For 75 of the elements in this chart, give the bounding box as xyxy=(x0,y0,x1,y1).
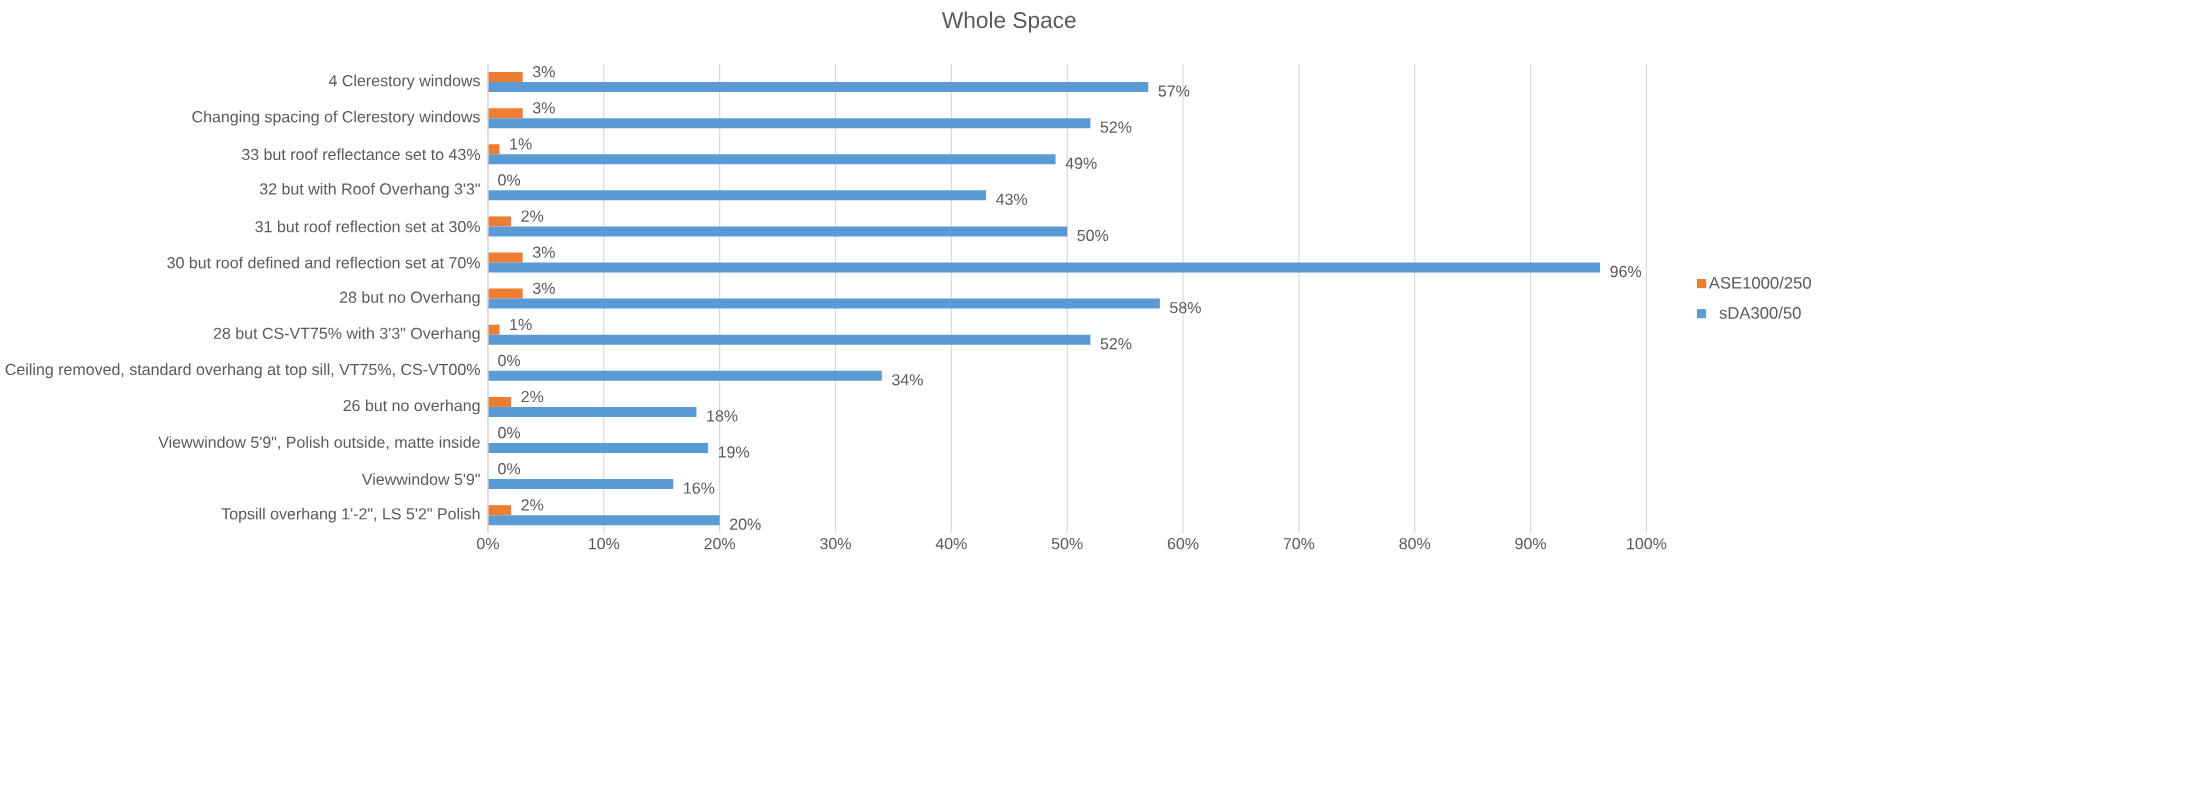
y-tick-label: Topsill overhang 1'-2", LS 5'2" Polish xyxy=(221,507,480,523)
data-label: 18% xyxy=(707,410,738,422)
y-tick-label: 4 Clerestory windows xyxy=(328,74,480,90)
bar xyxy=(487,479,674,490)
legend-label: ASE1000/250 xyxy=(1708,276,1811,289)
data-label: 58% xyxy=(1170,301,1201,314)
x-tick-label: 20% xyxy=(704,537,736,550)
bar xyxy=(487,442,709,453)
bar xyxy=(487,262,1601,273)
x-tick-label: 70% xyxy=(1283,537,1315,550)
data-label: 50% xyxy=(1077,229,1109,241)
y-tick-label: Viewwindow 5'9" xyxy=(361,473,480,485)
bar xyxy=(487,71,523,82)
y-tick-label: Viewwindow 5'9", Polish outside, matte inside xyxy=(158,436,480,450)
bar xyxy=(487,252,523,263)
x-tick-label: 80% xyxy=(1399,537,1431,550)
x-tick-label: 60% xyxy=(1167,537,1199,550)
data-label: 52% xyxy=(1100,337,1132,350)
data-label: 2% xyxy=(521,390,544,403)
data-label: 43% xyxy=(996,193,1028,205)
x-tick-label: 0% xyxy=(477,537,499,550)
data-label: 3% xyxy=(532,102,555,114)
y-tick-label: 28 but CS-VT75% with 3'3" Overhang xyxy=(213,327,480,343)
data-label: 16% xyxy=(684,482,715,494)
bar xyxy=(487,370,882,381)
data-label: 0% xyxy=(498,463,521,475)
legend-label: sDA300/50 xyxy=(1719,306,1801,319)
data-label: 57% xyxy=(1158,85,1190,97)
bar xyxy=(487,396,512,407)
data-label: 49% xyxy=(1065,157,1097,169)
y-tick-label: 31 but roof reflection set at 30% xyxy=(255,220,480,233)
bar xyxy=(487,144,500,155)
data-label: 0% xyxy=(498,426,521,439)
data-label: 20% xyxy=(730,518,761,530)
bar xyxy=(487,118,1091,129)
y-tick-label: 33 but roof reflectance set to 43% xyxy=(241,148,480,160)
data-label: 1% xyxy=(510,318,532,330)
data-label: 34% xyxy=(892,374,923,386)
y-tick-label: Changing spacing of Clerestory windows xyxy=(192,110,480,126)
bar xyxy=(487,154,1056,165)
x-tick-label: 90% xyxy=(1515,537,1547,550)
bar xyxy=(487,288,523,299)
data-label: 2% xyxy=(521,499,544,511)
y-tick-label: 26 but no overhang xyxy=(343,399,480,415)
bar xyxy=(487,505,512,516)
bar xyxy=(487,226,1068,237)
data-label: 0% xyxy=(498,174,521,186)
data-label: 52% xyxy=(1100,121,1132,133)
data-label: 3% xyxy=(532,282,555,294)
data-label: 19% xyxy=(718,446,750,458)
bar xyxy=(487,298,1160,309)
data-label: 0% xyxy=(498,354,521,367)
x-tick-label: 100% xyxy=(1627,537,1667,550)
chart-title: Whole Space xyxy=(941,11,1076,33)
data-label: 96% xyxy=(1610,265,1642,278)
x-tick-label: 30% xyxy=(820,537,851,550)
y-tick-label: 30 but roof defined and reflection set at 70% xyxy=(167,256,480,269)
data-label: 1% xyxy=(510,138,532,150)
data-label: 3% xyxy=(532,65,555,78)
bar xyxy=(487,108,523,119)
y-tick-label: 28 but no Overhang xyxy=(339,291,480,306)
x-tick-label: 10% xyxy=(588,537,620,550)
bar xyxy=(487,334,1091,345)
x-tick-label: 50% xyxy=(1051,537,1083,550)
y-tick-label: 32 but with Roof Overhang 3'3" xyxy=(259,182,480,198)
bar xyxy=(487,216,512,227)
x-tick-label: 40% xyxy=(935,537,967,550)
bar xyxy=(487,406,697,417)
y-tick-label: Ceiling removed, standard overhang at top sill, VT75%, CS-VT00% xyxy=(5,363,480,379)
data-label: 3% xyxy=(532,246,555,258)
data-label: 2% xyxy=(521,210,544,222)
bar xyxy=(487,190,987,201)
bar xyxy=(487,324,500,335)
bar xyxy=(487,515,720,526)
bar xyxy=(487,81,1149,92)
